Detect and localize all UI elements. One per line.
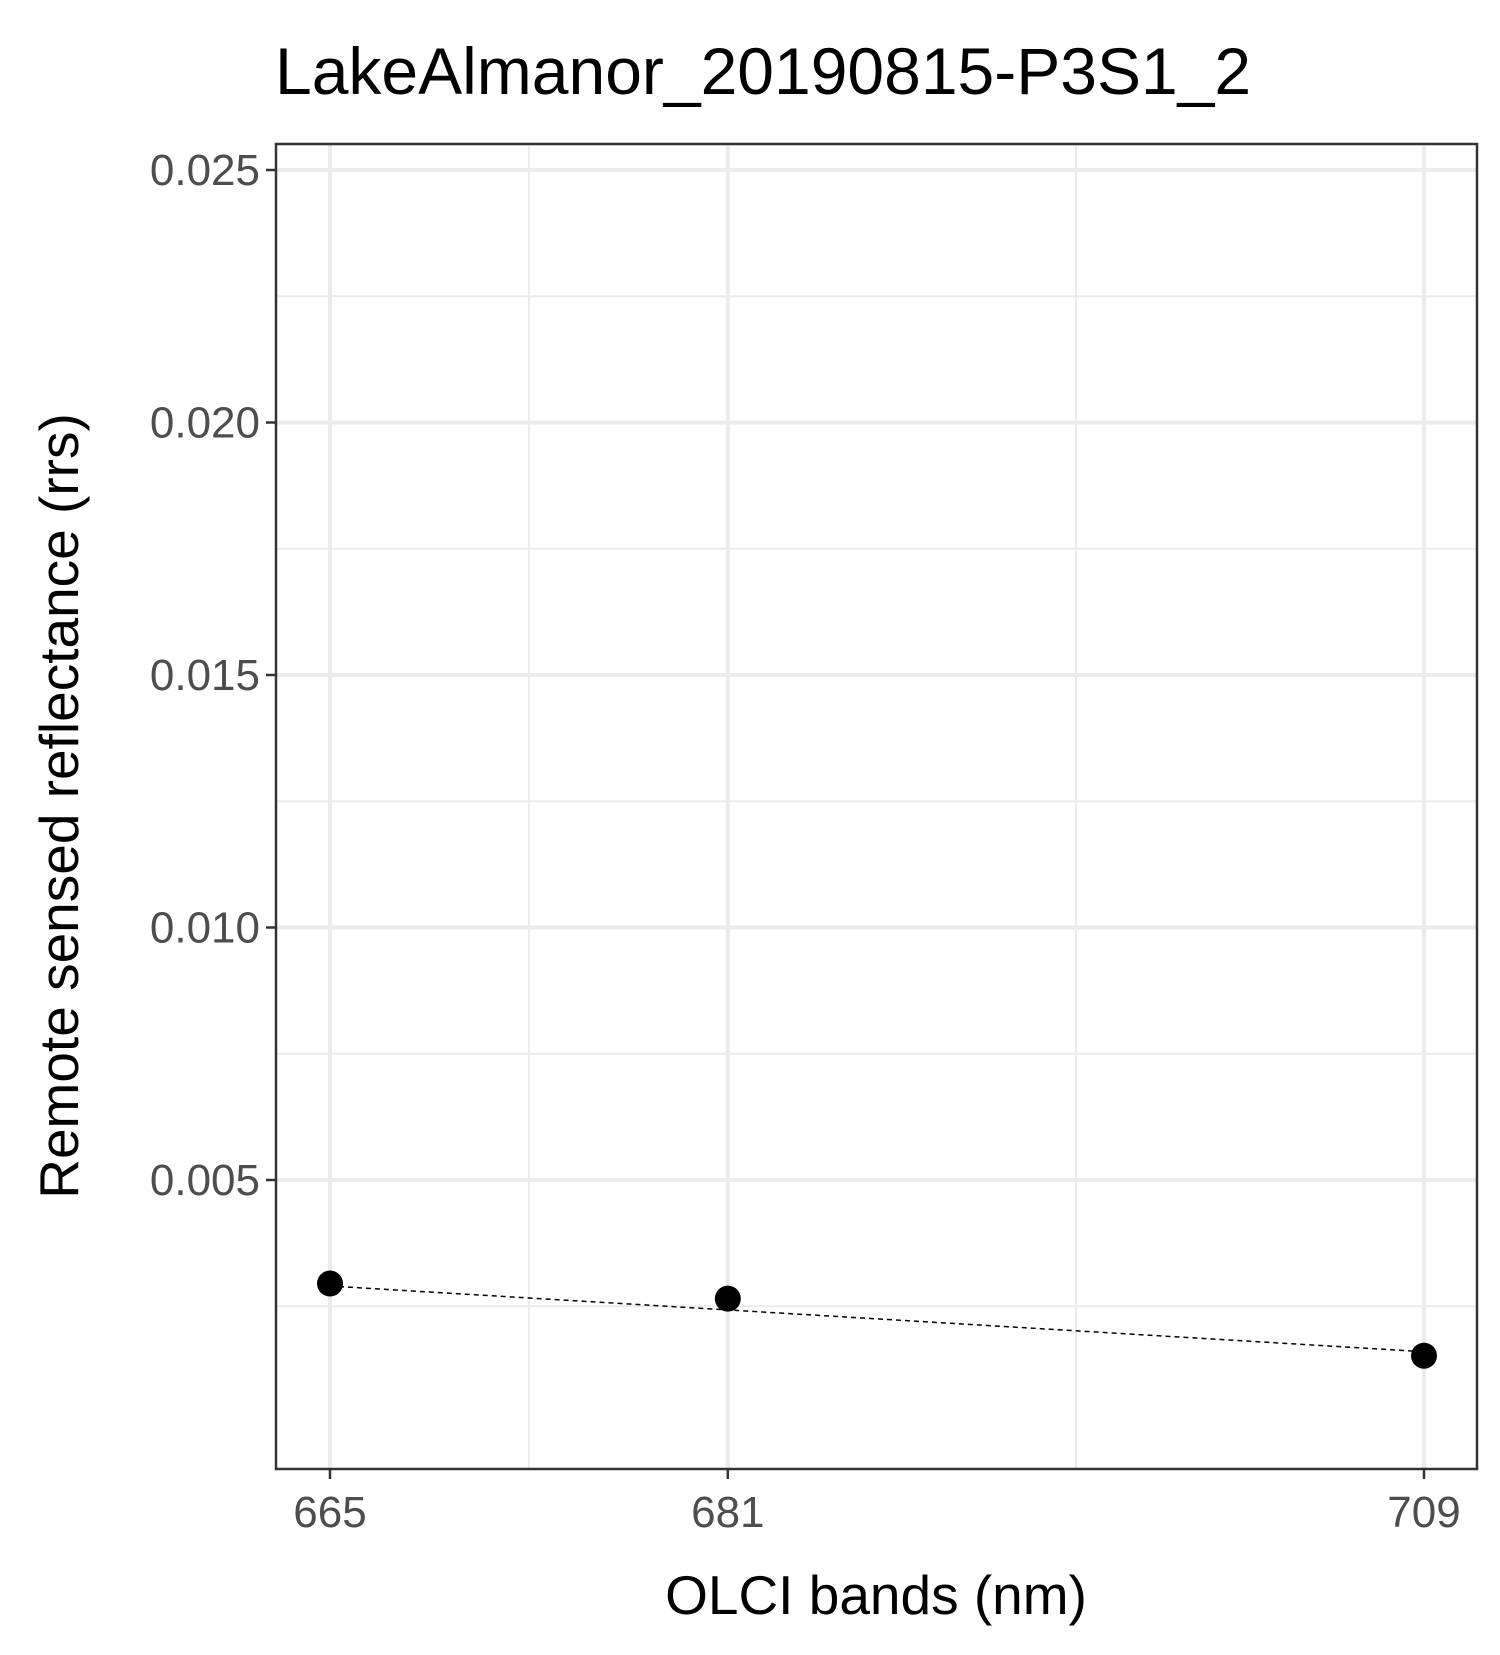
x-tick-label: 709 <box>1387 1488 1460 1537</box>
trend-line <box>329 1285 1425 1353</box>
y-axis-title: Remote sensed reflectance (rrs) <box>28 413 90 1199</box>
grid-layer <box>276 144 1477 1469</box>
y-tick-label: 0.025 <box>150 146 260 195</box>
x-tick-label: 681 <box>691 1488 764 1537</box>
x-axis-title: OLCI bands (nm) <box>665 1564 1087 1626</box>
y-tick-label: 0.005 <box>150 1156 260 1205</box>
panel-border <box>274 142 1479 1471</box>
chart-title: LakeAlmanor_20190815-P3S1_2 <box>275 34 1251 108</box>
data-layer <box>317 1270 1437 1369</box>
tick-layer: 0.005 0.010 0.015 0.020 0.025 665 681 709 <box>150 146 1461 1537</box>
x-tick-label: 665 <box>293 1488 366 1537</box>
data-point <box>317 1270 343 1297</box>
panel-background <box>276 144 1477 1469</box>
data-point <box>1411 1342 1437 1369</box>
y-tick-label: 0.010 <box>150 904 260 953</box>
y-tick-label: 0.020 <box>150 399 260 448</box>
y-tick-label: 0.015 <box>150 651 260 700</box>
data-point <box>714 1285 741 1312</box>
